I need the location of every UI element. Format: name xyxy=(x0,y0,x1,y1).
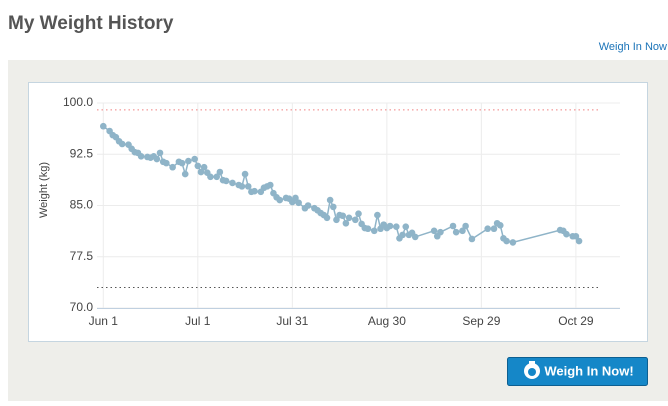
data-point xyxy=(575,237,583,245)
data-point xyxy=(342,219,350,227)
button-label[interactable]: Weigh In Now! xyxy=(544,363,633,378)
data-point xyxy=(399,231,406,239)
data-point xyxy=(207,173,214,181)
data-point xyxy=(437,228,444,236)
data-point xyxy=(118,140,126,148)
y-tick-label: 92.5 xyxy=(70,146,94,160)
data-point xyxy=(459,227,466,235)
data-point xyxy=(339,212,347,220)
plot: 70.0 77.5 85.0 92.5 100.0 Jun 1 Jul 1 Jul 31 Aug… xyxy=(63,95,620,328)
data-point xyxy=(244,183,252,190)
chart-box xyxy=(28,82,648,342)
button-icon xyxy=(524,361,540,379)
data-point xyxy=(241,170,249,178)
data-point xyxy=(484,225,491,233)
data-point xyxy=(430,227,438,235)
data-point xyxy=(563,230,570,238)
data-point xyxy=(572,232,580,240)
data-point xyxy=(411,233,419,241)
data-point xyxy=(200,163,208,171)
data-point xyxy=(345,214,353,222)
data-point xyxy=(266,181,274,189)
data-point xyxy=(333,216,340,224)
data-point xyxy=(496,222,504,229)
data-point xyxy=(185,157,192,165)
data-point xyxy=(251,187,258,195)
data-point xyxy=(323,214,331,222)
data-point xyxy=(370,227,378,235)
data-point xyxy=(197,168,205,176)
x-tick-label: Aug 30 xyxy=(368,314,406,328)
data-point xyxy=(452,228,460,236)
data-point xyxy=(194,162,202,170)
page-title: My Weight History xyxy=(8,13,174,34)
y-tick-label: 85.0 xyxy=(70,198,94,212)
data-point xyxy=(169,163,176,171)
y-axis-label: Weight (kg) xyxy=(38,162,50,218)
x-tick-label: Oct 29 xyxy=(558,314,594,328)
data-point xyxy=(238,183,246,190)
data-point xyxy=(449,222,457,230)
data-point xyxy=(222,177,230,185)
button-bg[interactable] xyxy=(507,357,648,386)
data-point xyxy=(393,223,400,230)
x-tick-label: Jul 1 xyxy=(185,314,211,328)
data-point xyxy=(468,235,476,243)
data-point xyxy=(374,211,381,219)
data-point xyxy=(364,225,372,233)
data-point xyxy=(292,194,299,202)
data-point xyxy=(352,216,359,224)
data-point xyxy=(509,239,517,246)
data-point xyxy=(304,202,312,209)
data-point xyxy=(355,210,362,217)
data-point xyxy=(462,222,469,230)
weigh-in-link[interactable]: Weigh In Now xyxy=(599,41,667,53)
x-tick-label: Jul 31 xyxy=(276,314,308,328)
weigh-in-button[interactable]: Weigh In Now! xyxy=(507,357,648,386)
data-point xyxy=(402,223,410,230)
data-point xyxy=(163,159,170,167)
data-point xyxy=(490,225,498,233)
data-point xyxy=(137,153,145,160)
data-point xyxy=(156,149,164,157)
data-point xyxy=(276,196,284,204)
data-point xyxy=(216,168,224,176)
data-point xyxy=(181,170,189,178)
data-point xyxy=(153,155,161,163)
data-point xyxy=(329,203,337,211)
data-point xyxy=(191,155,198,163)
x-tick-label: Sep 29 xyxy=(462,314,500,328)
y-tick-label: 70.0 xyxy=(70,300,94,314)
data-point xyxy=(295,199,302,207)
x-tick-label: Jun 1 xyxy=(89,314,119,328)
data-point xyxy=(229,179,236,187)
data-point xyxy=(178,159,186,167)
data-point xyxy=(503,237,510,245)
data-point xyxy=(386,222,394,230)
y-tick-label: 100.0 xyxy=(63,95,93,109)
y-tick-label: 77.5 xyxy=(70,249,94,263)
data-point xyxy=(326,196,334,204)
data-point xyxy=(100,122,107,130)
data-point xyxy=(213,173,221,181)
